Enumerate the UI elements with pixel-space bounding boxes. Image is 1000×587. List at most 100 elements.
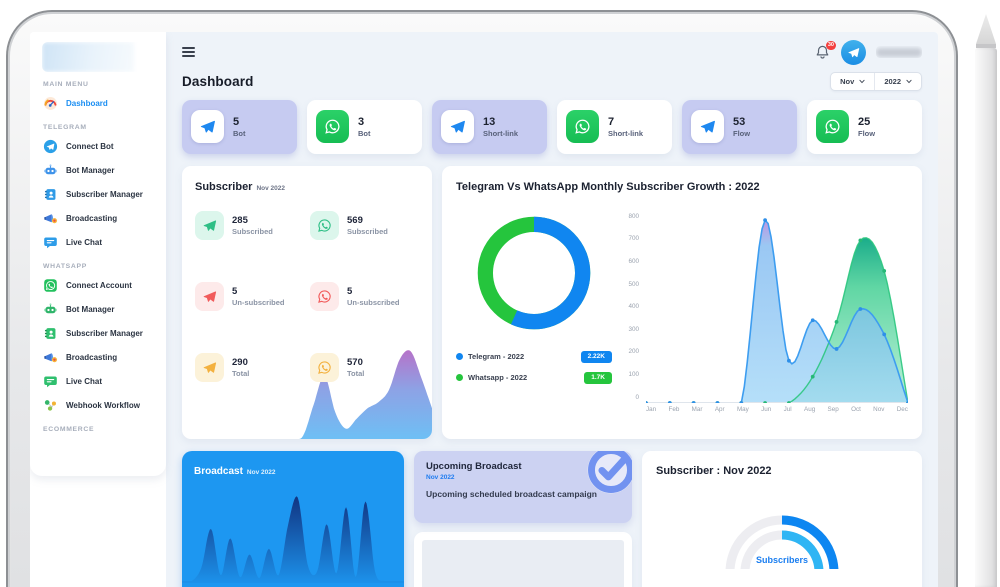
stat-value: 3 — [358, 116, 365, 128]
broadcast-card: Broadcast Nov 2022 — [182, 450, 404, 587]
sidebar-item-subscriber-manager[interactable]: Subscriber Manager — [40, 182, 156, 206]
pencil-tip — [976, 14, 996, 44]
sidebar-item-label: Connect Account — [66, 280, 132, 290]
year-filter-dropdown[interactable]: 2022 — [874, 72, 921, 90]
subscriber-stat-telegram-total: 290 Total — [195, 352, 304, 382]
subscriber-summary-card: Subscriber Nov 2022 285 Subscribed 569 Su… — [182, 165, 432, 439]
subscriber-stat-label: Un-subscribed — [347, 298, 400, 308]
nav-items: Dashboard — [40, 91, 156, 115]
user-avatar[interactable] — [841, 39, 866, 65]
subscriber-stat-telegram-subscribed: 285 Subscribed — [195, 210, 304, 240]
telegram-plane-icon — [847, 46, 860, 59]
monthly-growth-area-chart[interactable] — [646, 215, 908, 403]
stat-card-telegram-short-link[interactable]: 13 Short-link — [432, 99, 547, 154]
user-name[interactable] — [876, 46, 922, 58]
sidebar-item-label: Live Chat — [66, 237, 103, 247]
subscriber-stat-whatsapp-subscribed: 569 Subscribed — [310, 210, 419, 240]
topbar-right: 30 — [814, 39, 922, 65]
upcoming-broadcast-list — [414, 531, 632, 587]
stat-card-whatsapp-bot[interactable]: 3 Bot — [307, 99, 422, 154]
whatsapp-icon — [816, 110, 849, 144]
year-filter-value: 2022 — [884, 76, 901, 86]
subscriber-stat-text: 570 Total — [347, 356, 364, 378]
notifications-button[interactable]: 30 — [814, 40, 836, 61]
subscriber-stat-value: 5 — [347, 286, 353, 297]
chat-green-icon — [43, 374, 58, 389]
sidebar-item-live-chat[interactable]: Live Chat — [40, 230, 156, 254]
apple-pencil — [974, 14, 998, 587]
x-tick: Nov — [873, 405, 885, 413]
sidebar-item-live-chat[interactable]: Live Chat — [40, 369, 156, 393]
y-tick: 500 — [628, 280, 639, 288]
subscriber-stat-text: 5 Un-subscribed — [232, 285, 285, 307]
legend-label: Whatsapp - 2022 — [468, 373, 528, 383]
stat-label: Short-link — [483, 129, 518, 139]
subscriber-stat-value: 569 — [347, 215, 363, 226]
sidebar-item-subscriber-manager[interactable]: Subscriber Manager — [40, 321, 156, 345]
subscriber-card-period: Nov 2022 — [256, 184, 286, 192]
stat-label: Flow — [733, 129, 751, 139]
sidebar-item-connect-account[interactable]: Connect Account — [40, 273, 156, 297]
sidebar-item-connect-bot[interactable]: Connect Bot — [40, 134, 156, 158]
subscriber-stat-label: Un-subscribed — [232, 298, 285, 308]
app-logo-placeholder — [42, 42, 134, 72]
whatsapp-icon — [316, 110, 349, 144]
sidebar-item-broadcasting[interactable]: Broadcasting — [40, 206, 156, 230]
whatsapp-icon — [310, 210, 339, 240]
nav-section: ECOMMERCE — [40, 426, 156, 433]
stat-label: Short-link — [608, 129, 643, 139]
sidebar-item-webhook-workflow[interactable]: Webhook Workflow — [40, 393, 156, 417]
subscriber-stat-text: 285 Subscribed — [232, 214, 273, 236]
subscriber-stat-value: 570 — [347, 357, 363, 368]
app-logo[interactable] — [42, 42, 154, 72]
x-tick: Dec — [896, 405, 908, 413]
subscriber-stat-telegram-un-subscribed: 5 Un-subscribed — [195, 281, 304, 311]
sidebar: MAIN MENU Dashboard TELEGRAM Connect Bot… — [30, 32, 166, 587]
main-area: 30 Dashboard Nov — [166, 32, 938, 587]
sidebar-item-dashboard[interactable]: Dashboard — [40, 91, 156, 115]
y-tick: 0 — [635, 393, 639, 401]
chart-legend: Telegram - 2022 2.22K Whatsapp - 2022 1.… — [456, 350, 612, 384]
menu-toggle-icon[interactable] — [182, 47, 195, 57]
telegram-plane-icon — [191, 110, 224, 144]
subscriber-stat-label: Subscribed — [347, 227, 388, 237]
sidebar-item-bot-manager[interactable]: Bot Manager — [40, 158, 156, 182]
stat-cards-row: 5 Bot 3 Bot 13 Short-link 7 Short-link 5… — [182, 99, 922, 154]
sidebar-item-broadcasting[interactable]: Broadcasting — [40, 345, 156, 369]
nav-section: WHATSAPP Connect Account Bot Manager Sub… — [40, 263, 156, 417]
stat-card-whatsapp-short-link[interactable]: 7 Short-link — [557, 99, 672, 154]
megaphone-icon — [43, 211, 58, 226]
stat-card-telegram-bot[interactable]: 5 Bot — [182, 99, 297, 154]
y-tick: 800 — [628, 212, 639, 220]
legend-label: Telegram - 2022 — [468, 352, 525, 362]
check-circle-icon — [585, 450, 632, 496]
nav-items: Connect Bot Bot Manager Subscriber Manag… — [40, 134, 156, 254]
nav-section-label: ECOMMERCE — [43, 426, 95, 433]
subscriber-stat-value: 285 — [232, 215, 248, 226]
chevron-down-icon — [906, 79, 912, 84]
nav-section-label: WHATSAPP — [43, 263, 87, 270]
x-tick: Apr — [714, 405, 725, 413]
contacts-blue-icon — [43, 187, 58, 202]
y-axis-labels: 800 700 600 500 400 300 200 100 0 — [628, 213, 646, 401]
telegram-plane-icon — [691, 110, 724, 144]
webhook-icon — [43, 398, 58, 413]
user-name-placeholder — [876, 47, 922, 57]
whatsapp-icon — [566, 110, 599, 144]
stat-card-whatsapp-flow[interactable]: 25 Flow — [807, 99, 922, 154]
tablet-frame: MAIN MENU Dashboard TELEGRAM Connect Bot… — [6, 10, 958, 587]
sidebar-item-label: Broadcasting — [66, 213, 118, 223]
y-tick: 100 — [628, 371, 639, 379]
date-filters: Nov 2022 — [830, 71, 922, 91]
sidebar-nav: MAIN MENU Dashboard TELEGRAM Connect Bot… — [40, 81, 156, 433]
chat-blue-icon — [43, 235, 58, 250]
telegram-plane-icon — [195, 281, 224, 311]
subscriber-stat-text: 290 Total — [232, 356, 249, 378]
month-filter-dropdown[interactable]: Nov — [831, 73, 874, 90]
growth-chart-card: Telegram Vs WhatsApp Monthly Subscriber … — [442, 165, 922, 439]
platform-share-donut-chart[interactable] — [472, 211, 596, 335]
stat-card-telegram-flow[interactable]: 53 Flow — [682, 99, 797, 154]
stat-value: 13 — [483, 116, 496, 128]
notification-badge: 30 — [825, 40, 836, 50]
sidebar-item-bot-manager[interactable]: Bot Manager — [40, 297, 156, 321]
